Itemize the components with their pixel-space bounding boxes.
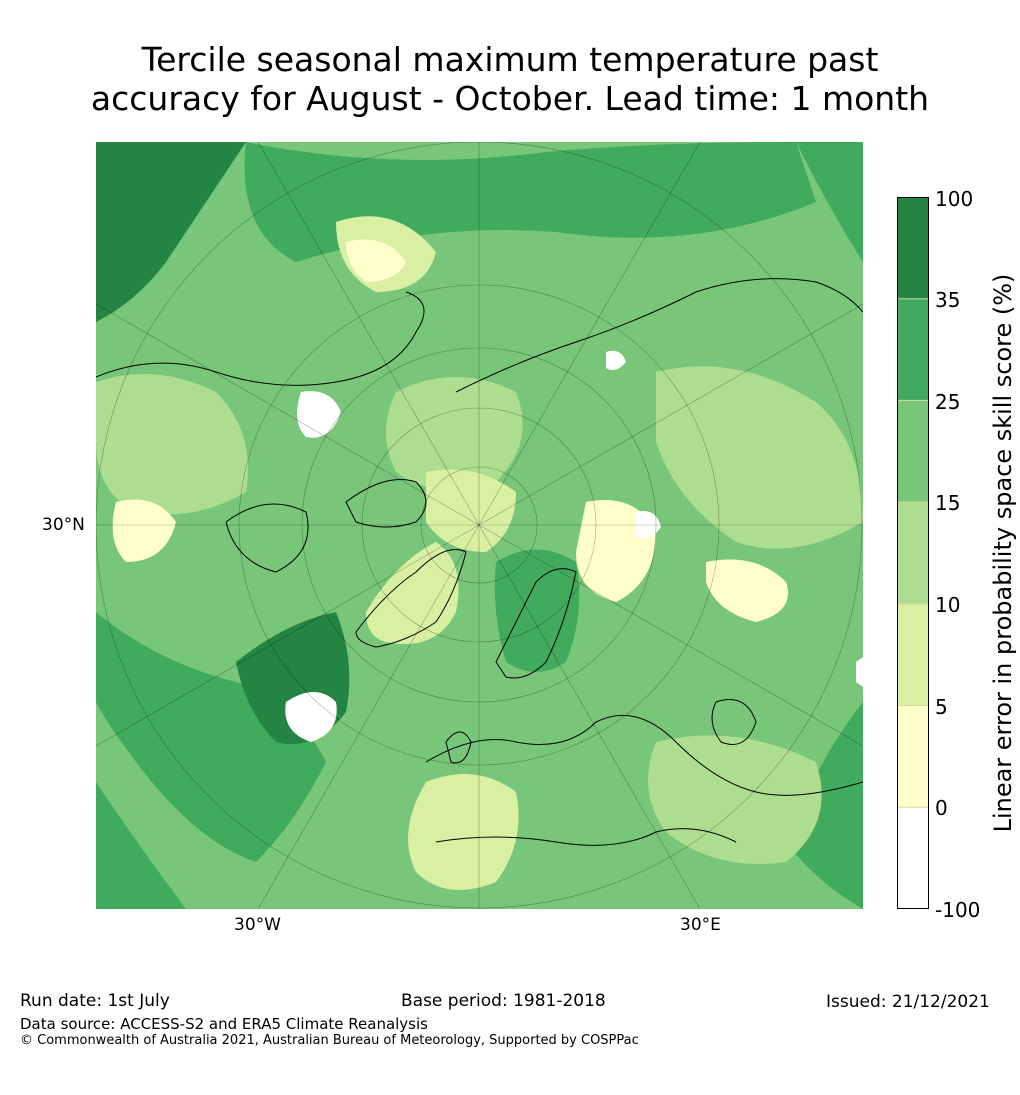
colorbar-tick-5: 5 xyxy=(935,695,948,719)
colorbar-bin-6 xyxy=(897,807,929,909)
colorbar-tick-0: 0 xyxy=(935,796,948,820)
region-band-southwest xyxy=(96,612,326,862)
coastline-mediterranean xyxy=(435,828,737,846)
colorbar-bin-5 xyxy=(897,705,929,808)
data-source: Data source: ACCESS-S2 and ERA5 Climate … xyxy=(20,1015,428,1033)
colorbar-bin-3 xyxy=(897,502,929,604)
run-date: Run date: 1st July xyxy=(20,991,170,1011)
region-white-4 xyxy=(636,511,661,539)
lon-label-30w: 30°W xyxy=(234,915,281,935)
graticule xyxy=(96,142,863,909)
region-white-2 xyxy=(297,391,341,438)
region-light-1 xyxy=(96,374,248,515)
colorbar-tick-15: 15 xyxy=(935,491,961,515)
lat-label-30n: 30°N xyxy=(42,515,85,535)
colorbar xyxy=(897,197,929,909)
colorbar-label-text: Linear error in probability space skill … xyxy=(989,273,1017,833)
region-pale-central xyxy=(426,469,516,552)
graticule-meridian-10 xyxy=(96,524,480,747)
graticule-meridian-7 xyxy=(257,524,480,909)
graticule-meridian-11 xyxy=(478,303,863,526)
coastline-arctic-islands xyxy=(345,479,427,528)
region-white-3 xyxy=(606,350,626,370)
region-dark-sw xyxy=(96,782,186,909)
colorbar-bin-0 xyxy=(897,197,929,299)
coastline-north-america xyxy=(96,291,425,386)
base-period: Base period: 1981-2018 xyxy=(401,991,606,1011)
colorbar-tick-25: 25 xyxy=(935,390,961,414)
coastline-caspian xyxy=(711,699,757,745)
coastline-scandinavia xyxy=(495,568,577,679)
region-pale-north-center xyxy=(346,239,406,282)
coastline-britain xyxy=(445,731,472,764)
skill-score-map xyxy=(96,142,863,909)
issued-date: Issued: 21/12/2021 xyxy=(826,992,990,1012)
region-dark-nw xyxy=(96,142,246,322)
region-light-2 xyxy=(656,366,863,549)
graticule-lat-circle-3 xyxy=(301,347,657,703)
region-dark-se xyxy=(786,702,863,909)
copyright: © Commonwealth of Australia 2021, Austra… xyxy=(20,1033,639,1048)
graticule-lat-circle-5 xyxy=(96,142,863,909)
colorbar-bin-4 xyxy=(897,603,929,706)
colorbar-bin-2 xyxy=(897,400,929,503)
chart-title: Tercile seasonal maximum temperature pas… xyxy=(0,40,1020,118)
coastlines xyxy=(96,278,863,846)
colorbar-tick-minus-100: -100 xyxy=(935,898,981,922)
region-scandinavia xyxy=(494,549,580,672)
graticule-lat-circle-1 xyxy=(420,466,538,584)
region-pale-east xyxy=(706,559,788,622)
graticule-lat-circle-4 xyxy=(238,284,720,766)
colorbar-tick-10: 10 xyxy=(935,593,961,617)
graticule-lat-circle-2 xyxy=(361,407,597,643)
coastline-hudson xyxy=(225,503,309,573)
coastline-europe xyxy=(425,714,863,796)
colorbar-tick-35: 35 xyxy=(935,288,961,312)
graticule-meridian-6 xyxy=(478,142,701,526)
graticule-meridian-4 xyxy=(257,142,480,526)
region-white-1 xyxy=(285,692,337,742)
coastline-greenland xyxy=(355,549,467,648)
region-pale-west xyxy=(112,499,176,562)
title-line-1: Tercile seasonal maximum temperature pas… xyxy=(141,40,879,79)
region-light-3 xyxy=(386,377,523,490)
colorbar-tick-100: 100 xyxy=(935,187,974,211)
graticule-meridian-5 xyxy=(478,524,701,909)
region-white-5 xyxy=(856,657,863,687)
lon-label-30e: 30°E xyxy=(680,915,721,935)
coastline-eurasia xyxy=(455,278,863,393)
region-light-6 xyxy=(408,774,519,890)
region-dark-ne xyxy=(796,142,863,262)
region-light-5 xyxy=(648,735,822,864)
graticule-meridian-9 xyxy=(478,524,863,747)
region-pale-greenland xyxy=(366,542,459,644)
colorbar-outline xyxy=(897,197,929,909)
title-line-2: accuracy for August - October. Lead time… xyxy=(90,79,930,118)
graticule-meridian-8 xyxy=(96,303,480,526)
colorbar-bin-1 xyxy=(897,298,929,401)
